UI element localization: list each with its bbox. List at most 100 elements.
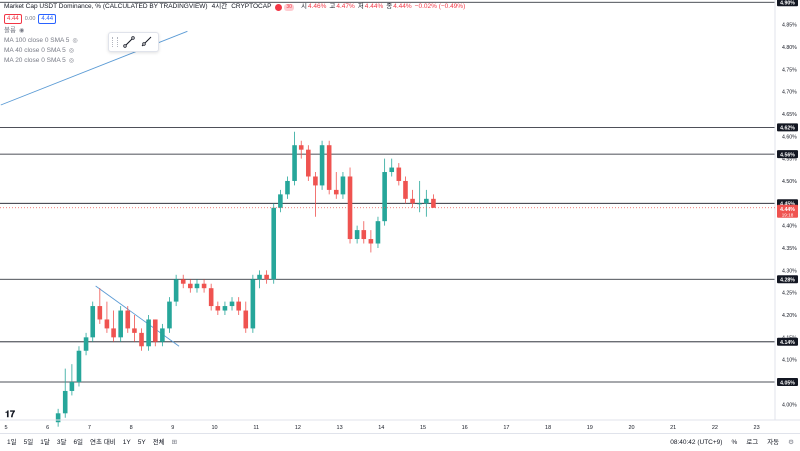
candle-body [354, 230, 360, 240]
candle[interactable] [382, 158, 387, 226]
candle[interactable] [90, 301, 96, 342]
candle[interactable] [354, 225, 360, 244]
legend-indicator-ma20[interactable]: MA 20 close 0 SMA 5 ◎ [4, 55, 76, 67]
candle[interactable] [180, 274, 186, 289]
sell-button[interactable]: 4.44 [4, 14, 22, 24]
candle[interactable] [424, 189, 429, 217]
tradingview-logo-icon[interactable]: 𝟏𝟕 [5, 409, 16, 419]
candle[interactable] [340, 172, 346, 199]
candle[interactable] [361, 221, 367, 244]
candle[interactable] [188, 279, 193, 293]
candle[interactable] [250, 274, 256, 333]
candle[interactable] [285, 176, 290, 199]
date-range-icon[interactable]: ⊞ [171, 439, 178, 446]
candle[interactable] [403, 176, 408, 204]
ray-tool-icon[interactable] [140, 36, 152, 48]
candle[interactable] [271, 203, 277, 284]
log-toggle[interactable]: 로그 [746, 439, 759, 446]
price-chart[interactable]: 4.90% 4.85% 4.80% 4.75% 4.70% 4.65% 4.60% 4.55%… [0, 0, 800, 433]
eye-off-icon[interactable]: ◎ [68, 47, 75, 54]
candle[interactable] [222, 301, 228, 315]
candle[interactable] [194, 279, 200, 293]
candle[interactable] [97, 288, 103, 324]
level-label: 4.90% [780, 1, 795, 7]
drag-handle-icon[interactable] [112, 37, 118, 47]
settings-gear-icon[interactable]: ⚙ [788, 439, 794, 446]
candle[interactable] [62, 368, 68, 418]
candle[interactable] [132, 315, 137, 342]
time-tick-label: 18 [545, 425, 551, 431]
candle[interactable] [236, 297, 241, 315]
trendline[interactable] [95, 285, 180, 347]
candle[interactable] [326, 140, 332, 195]
legend-indicator-ma100[interactable]: MA 100 close 0 SMA 5 ◎ [4, 35, 79, 47]
candle[interactable] [298, 140, 304, 159]
legend-volume[interactable]: 볼륨 ◉ [4, 25, 26, 37]
candle[interactable] [410, 189, 415, 208]
candle[interactable] [278, 189, 283, 213]
candle-body [403, 180, 408, 199]
candle[interactable] [292, 131, 297, 186]
candle[interactable] [306, 145, 311, 181]
candle[interactable] [417, 180, 422, 213]
range-3m[interactable]: 3달 [56, 439, 67, 446]
candle[interactable] [333, 172, 339, 199]
eye-icon[interactable]: ◉ [18, 27, 25, 34]
candle[interactable] [139, 328, 144, 351]
candle[interactable] [313, 172, 318, 217]
clock-label[interactable]: 08:40:42 (UTC+9) [670, 439, 723, 446]
range-all[interactable]: 전체 [152, 439, 165, 446]
candle[interactable] [389, 158, 395, 177]
change-value: −0.02% (−0.49%) [414, 3, 466, 10]
range-1m[interactable]: 1달 [40, 439, 50, 446]
range-6m[interactable]: 6일 [73, 439, 84, 446]
candle[interactable] [125, 306, 131, 333]
candle[interactable] [83, 332, 89, 356]
range-1y[interactable]: 1Y [122, 439, 131, 446]
range-5y[interactable]: 5Y [137, 439, 146, 446]
candle[interactable] [208, 283, 214, 311]
trendline-tool-icon[interactable] [123, 36, 135, 48]
candle[interactable] [215, 301, 221, 315]
candle[interactable] [257, 270, 262, 289]
candle[interactable] [243, 301, 249, 333]
level-label-box [777, 123, 798, 132]
candle[interactable] [160, 323, 165, 347]
eye-off-icon[interactable]: ◎ [72, 37, 78, 44]
price-tick-label: 4.30% [782, 268, 797, 274]
candle-body [118, 310, 123, 338]
symbol-title[interactable]: Market Cap USDT Dominance, % (CALCULATED… [4, 3, 208, 10]
candle[interactable] [69, 364, 75, 396]
candle[interactable] [76, 346, 82, 387]
candle[interactable] [347, 167, 353, 244]
percent-toggle[interactable]: % [731, 439, 738, 446]
candle[interactable] [396, 163, 402, 186]
candle[interactable] [152, 319, 158, 347]
legend-indicator-ma40[interactable]: MA 40 close 0 SMA 5 ◎ [4, 45, 76, 57]
buy-button[interactable]: 4.44 [38, 14, 57, 24]
candle[interactable] [104, 301, 110, 333]
chart-header: Market Cap USDT Dominance, % (CALCULATED… [4, 1, 465, 13]
candle[interactable] [118, 306, 123, 342]
candle[interactable] [375, 216, 381, 248]
candle[interactable] [319, 140, 325, 190]
candle[interactable] [229, 297, 235, 311]
eye-off-icon[interactable]: ◎ [68, 57, 75, 64]
candle[interactable] [368, 230, 374, 253]
level-label: 4.05% [780, 380, 795, 386]
candle-body [173, 279, 179, 302]
candle[interactable] [201, 279, 207, 293]
range-5d[interactable]: 5일 [23, 439, 34, 446]
range-ytd[interactable]: 연초 대비 [90, 439, 116, 446]
interval-label[interactable]: 4시간 [211, 3, 228, 10]
candle-body [194, 283, 200, 289]
candle[interactable] [146, 315, 151, 351]
candle[interactable] [264, 270, 269, 284]
range-1d[interactable]: 1일 [7, 439, 17, 446]
candle[interactable] [167, 297, 172, 333]
candle[interactable] [431, 194, 436, 208]
auto-toggle[interactable]: 자동 [767, 439, 780, 446]
candle[interactable] [55, 408, 61, 427]
candle[interactable] [173, 274, 179, 307]
candle[interactable] [111, 310, 116, 342]
